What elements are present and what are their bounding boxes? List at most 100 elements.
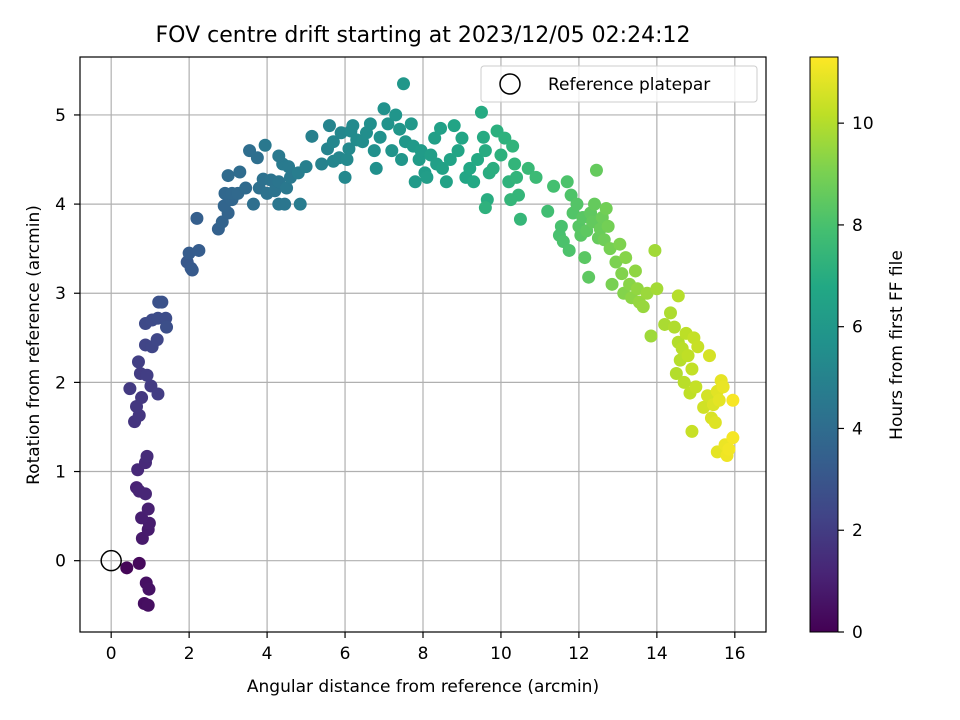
scatter-point	[293, 197, 307, 211]
scatter-point	[299, 160, 313, 174]
scatter-point	[664, 306, 678, 320]
colorbar-tick-label: 4	[852, 419, 863, 439]
scatter-point	[560, 175, 574, 189]
scatter-point	[395, 153, 409, 167]
colorbar: 0 2 4 6 8 10 Hours from first FF file	[809, 56, 907, 643]
x-axis-ticks: 0 2 4 6 8 10 12 14 16	[106, 632, 746, 664]
chart-title: FOV centre drift starting at 2023/12/05 …	[156, 23, 691, 48]
scatter-point	[397, 77, 411, 91]
scatter-point	[340, 153, 354, 167]
reference-marker-layer	[100, 549, 122, 572]
scatter-point	[404, 117, 418, 131]
scatter-point	[141, 598, 155, 612]
scatter-point	[155, 295, 169, 309]
scatter-point	[138, 487, 152, 501]
scatter-point	[599, 202, 613, 216]
scatter-point	[478, 144, 492, 158]
y-tick-label: 2	[55, 373, 66, 393]
colorbar-tick-label: 2	[852, 521, 863, 541]
scatter-point	[233, 165, 247, 179]
scatter-point	[342, 142, 356, 156]
scatter-point	[467, 175, 481, 189]
scatter-point	[589, 163, 603, 177]
scatter-point	[671, 289, 685, 303]
scatter-point	[648, 243, 662, 257]
y-tick-label: 1	[55, 463, 66, 483]
scatter-point	[640, 286, 654, 300]
scatter-point	[367, 144, 381, 158]
y-tick-label: 0	[55, 552, 66, 572]
scatter-point	[603, 242, 617, 256]
scatter-point	[471, 153, 485, 167]
scatter-point	[192, 243, 206, 257]
scatter-point	[494, 148, 508, 162]
scatter-point	[726, 393, 740, 407]
scatter-point	[554, 219, 568, 233]
scatter-point	[722, 442, 736, 456]
scatter-point	[322, 119, 336, 133]
scatter-point	[326, 135, 340, 149]
scatter-point	[305, 129, 319, 143]
y-tick-label: 5	[55, 106, 66, 126]
scatter-point	[677, 375, 691, 389]
x-tick-label: 4	[262, 644, 273, 664]
colorbar-tick-label: 10	[852, 114, 874, 134]
scatter-point	[369, 161, 383, 175]
scatter-point	[669, 366, 683, 380]
scatter-point	[151, 387, 165, 401]
x-tick-label: 10	[490, 644, 512, 664]
scatter-point	[135, 391, 149, 405]
scatter-point	[250, 151, 264, 165]
scatter-point	[498, 131, 512, 145]
colorbar-ticks: 0 2 4 6 8 10	[838, 114, 874, 643]
scatter-point	[478, 201, 492, 215]
scatter-point	[582, 270, 596, 284]
scatter-point	[708, 416, 722, 430]
scatter-point	[716, 380, 730, 394]
scatter-point	[239, 181, 253, 195]
scatter-point	[521, 161, 535, 175]
scatter-point	[644, 329, 658, 343]
scatter-point	[150, 333, 164, 347]
reference-platepar-marker	[100, 549, 122, 572]
x-tick-label: 8	[418, 644, 429, 664]
x-tick-label: 0	[106, 644, 117, 664]
scatter-point	[443, 153, 457, 167]
scatter-point	[272, 149, 286, 163]
scatter-point	[447, 119, 461, 133]
x-axis-label: Angular distance from reference (arcmin)	[247, 677, 599, 697]
scatter-point	[529, 170, 543, 184]
scatter-point	[588, 197, 601, 211]
legend-marker-icon	[499, 73, 521, 95]
scatter-point	[185, 263, 199, 277]
colorbar-gradient	[809, 56, 839, 633]
scatter-point	[541, 204, 555, 218]
x-tick-label: 2	[184, 644, 195, 664]
scatter-point	[570, 197, 584, 211]
colorbar-tick-label: 8	[852, 216, 863, 236]
scatter-point	[508, 157, 522, 171]
scatter-point	[513, 212, 527, 226]
scatter-point	[685, 424, 699, 438]
scatter-point	[689, 380, 703, 394]
scatter-point	[691, 340, 705, 354]
scatter-point	[131, 355, 145, 369]
scatter-point	[373, 130, 387, 144]
scatter-point	[628, 264, 642, 278]
scatter-point	[221, 169, 235, 183]
scatter-point	[547, 179, 561, 193]
scatter-point	[451, 144, 465, 158]
y-axis-label: Rotation from reference (arcmin)	[24, 205, 44, 485]
scatter-point	[377, 102, 391, 116]
scatter-point	[393, 122, 407, 136]
scatter-point	[504, 193, 518, 207]
scatter-point	[182, 246, 196, 260]
scatter-point	[476, 130, 490, 144]
y-axis-ticks: 0 1 2 3 4 5	[55, 106, 80, 572]
scatter-point	[381, 117, 395, 131]
scatter-point	[120, 561, 134, 575]
scatter-point	[439, 175, 453, 189]
scatter-point	[474, 105, 488, 119]
scatter-point	[619, 251, 633, 265]
